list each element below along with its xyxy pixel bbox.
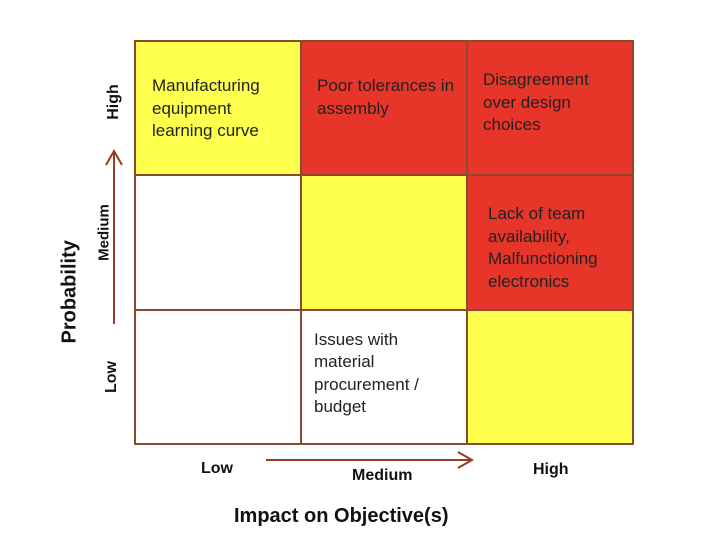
cell-text: Issues with material procurement / budge… bbox=[314, 329, 419, 417]
cell-text: Manufacturing equipment learning curve bbox=[152, 76, 260, 140]
cell-text: Poor tolerances in assembly bbox=[317, 76, 455, 118]
cell-text: Lack of team availability, Malfunctionin… bbox=[488, 204, 598, 291]
x-tick-low: Low bbox=[201, 460, 233, 477]
x-tick-high: High bbox=[533, 461, 569, 478]
x-tick-medium: Medium bbox=[352, 467, 413, 484]
x-axis-title: Impact on Objective(s) bbox=[234, 505, 449, 527]
cell-medium-high: Lack of team availability, Malfunctionin… bbox=[468, 176, 632, 309]
cell-low-medium: Issues with material procurement / budge… bbox=[302, 310, 466, 443]
cell-high-medium: Poor tolerances in assembly bbox=[302, 42, 466, 175]
cell-low-high bbox=[468, 310, 632, 443]
cell-low-low bbox=[136, 310, 300, 443]
cell-high-low: Manufacturing equipment learning curve bbox=[136, 42, 300, 175]
cell-medium-medium bbox=[302, 176, 466, 309]
cell-medium-low bbox=[136, 176, 300, 309]
cell-high-high: Disagreement over design choices bbox=[468, 42, 632, 175]
x-axis-arrow-icon bbox=[266, 451, 475, 469]
risk-matrix: Manufacturing equipment learning curve P… bbox=[134, 40, 634, 445]
y-axis-arrow-icon bbox=[105, 148, 123, 324]
cell-text: Disagreement over design choices bbox=[483, 70, 589, 134]
